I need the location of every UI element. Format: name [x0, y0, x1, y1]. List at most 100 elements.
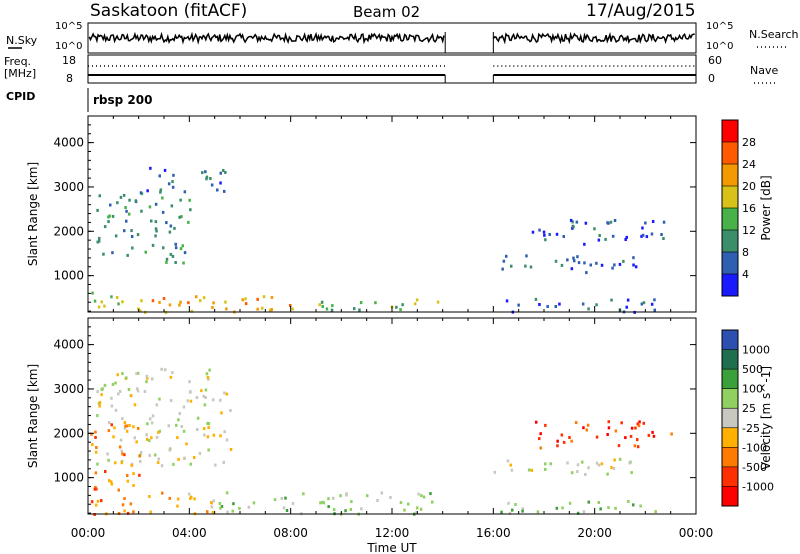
data-cell: [129, 502, 133, 506]
data-cell: [534, 297, 538, 301]
data-cell: [148, 495, 151, 498]
data-cell: [138, 473, 141, 477]
data-cell: [107, 220, 110, 224]
data-cell: [121, 452, 124, 456]
data-cell: [219, 398, 222, 402]
data-cell: [121, 417, 124, 421]
data-cell: [128, 424, 131, 427]
data-cell: [629, 434, 633, 438]
data-cell: [505, 299, 509, 303]
data-cell: [178, 215, 181, 219]
data-cell: [630, 426, 634, 430]
data-cell: [165, 257, 169, 261]
data-cell: [190, 309, 194, 313]
data-cell: [160, 367, 163, 371]
data-cell: [161, 491, 164, 495]
data-cell: [572, 256, 575, 260]
data-cell: [332, 508, 336, 512]
data-cell: [244, 302, 248, 306]
colorbar-tick-label: 500: [742, 363, 763, 376]
data-cell: [521, 507, 525, 511]
data-cell: [577, 261, 581, 265]
data-cell: [607, 420, 610, 424]
nsky-label: N.Sky: [6, 34, 38, 47]
data-cell: [536, 510, 540, 514]
data-cell: [140, 299, 143, 303]
data-cell: [331, 304, 334, 308]
data-cell: [572, 225, 575, 229]
data-cell: [123, 497, 126, 500]
data-cell: [636, 438, 639, 442]
data-cell: [103, 383, 107, 387]
data-cell: [597, 238, 601, 242]
data-cell: [95, 446, 98, 449]
colorbar-tick-label: 16: [742, 202, 756, 215]
data-cell: [157, 430, 160, 434]
y-tick-label: 1000: [53, 471, 84, 485]
data-cell: [177, 418, 180, 422]
data-cell: [96, 499, 100, 503]
data-cell: [576, 470, 579, 473]
data-cell: [110, 396, 113, 400]
data-cell: [167, 424, 170, 428]
data-cell: [606, 472, 609, 476]
data-cell: [327, 497, 330, 501]
data-cell: [171, 180, 174, 184]
data-cell: [168, 303, 172, 307]
data-cell: [189, 208, 192, 212]
data-cell: [169, 224, 173, 228]
data-cell: [207, 377, 210, 381]
data-cell: [407, 502, 410, 506]
data-cell: [628, 461, 631, 465]
data-cell: [157, 457, 160, 461]
data-cell: [170, 204, 174, 208]
data-cell: [598, 234, 601, 237]
data-cell: [395, 305, 398, 309]
data-cell: [133, 436, 137, 440]
data-cell: [155, 403, 159, 407]
data-cell: [555, 232, 559, 236]
data-cell: [193, 497, 196, 501]
data-cell: [198, 451, 202, 455]
data-cell: [634, 265, 638, 269]
data-cell: [222, 460, 225, 464]
data-cell: [544, 467, 547, 471]
data-cell: [93, 487, 97, 491]
data-cell: [150, 421, 154, 425]
freq-label: Freq.: [4, 55, 31, 68]
data-cell: [138, 454, 141, 458]
data-cell: [144, 250, 147, 254]
data-cell: [595, 435, 599, 439]
data-cell: [186, 399, 189, 403]
data-cell: [607, 426, 611, 430]
data-cell: [211, 510, 215, 514]
data-cell: [216, 188, 219, 192]
data-cell: [135, 387, 139, 391]
data-cell: [620, 421, 623, 425]
data-cell: [130, 229, 133, 233]
data-cell: [123, 426, 127, 430]
data-cell: [202, 427, 206, 431]
data-cell: [544, 462, 547, 466]
data-cell: [130, 394, 133, 398]
data-cell: [94, 471, 98, 475]
data-cell: [132, 484, 135, 487]
data-cell: [539, 446, 542, 450]
data-cell: [291, 502, 295, 505]
data-cell: [98, 239, 101, 243]
data-cell: [108, 214, 111, 218]
data-cell: [139, 191, 143, 195]
data-cell: [180, 425, 184, 428]
data-cell: [613, 263, 616, 267]
data-cell: [399, 501, 403, 505]
colorbar-tick-label: 100: [742, 383, 763, 396]
data-cell: [137, 307, 140, 311]
data-cell: [339, 494, 342, 498]
nave-tick-top: 60: [708, 54, 722, 67]
data-cell: [195, 396, 199, 399]
data-cell: [289, 304, 292, 307]
data-cell: [617, 444, 621, 448]
time-axis-label: Time UT: [366, 541, 417, 554]
data-cell: [119, 195, 123, 199]
data-cell: [104, 470, 107, 473]
